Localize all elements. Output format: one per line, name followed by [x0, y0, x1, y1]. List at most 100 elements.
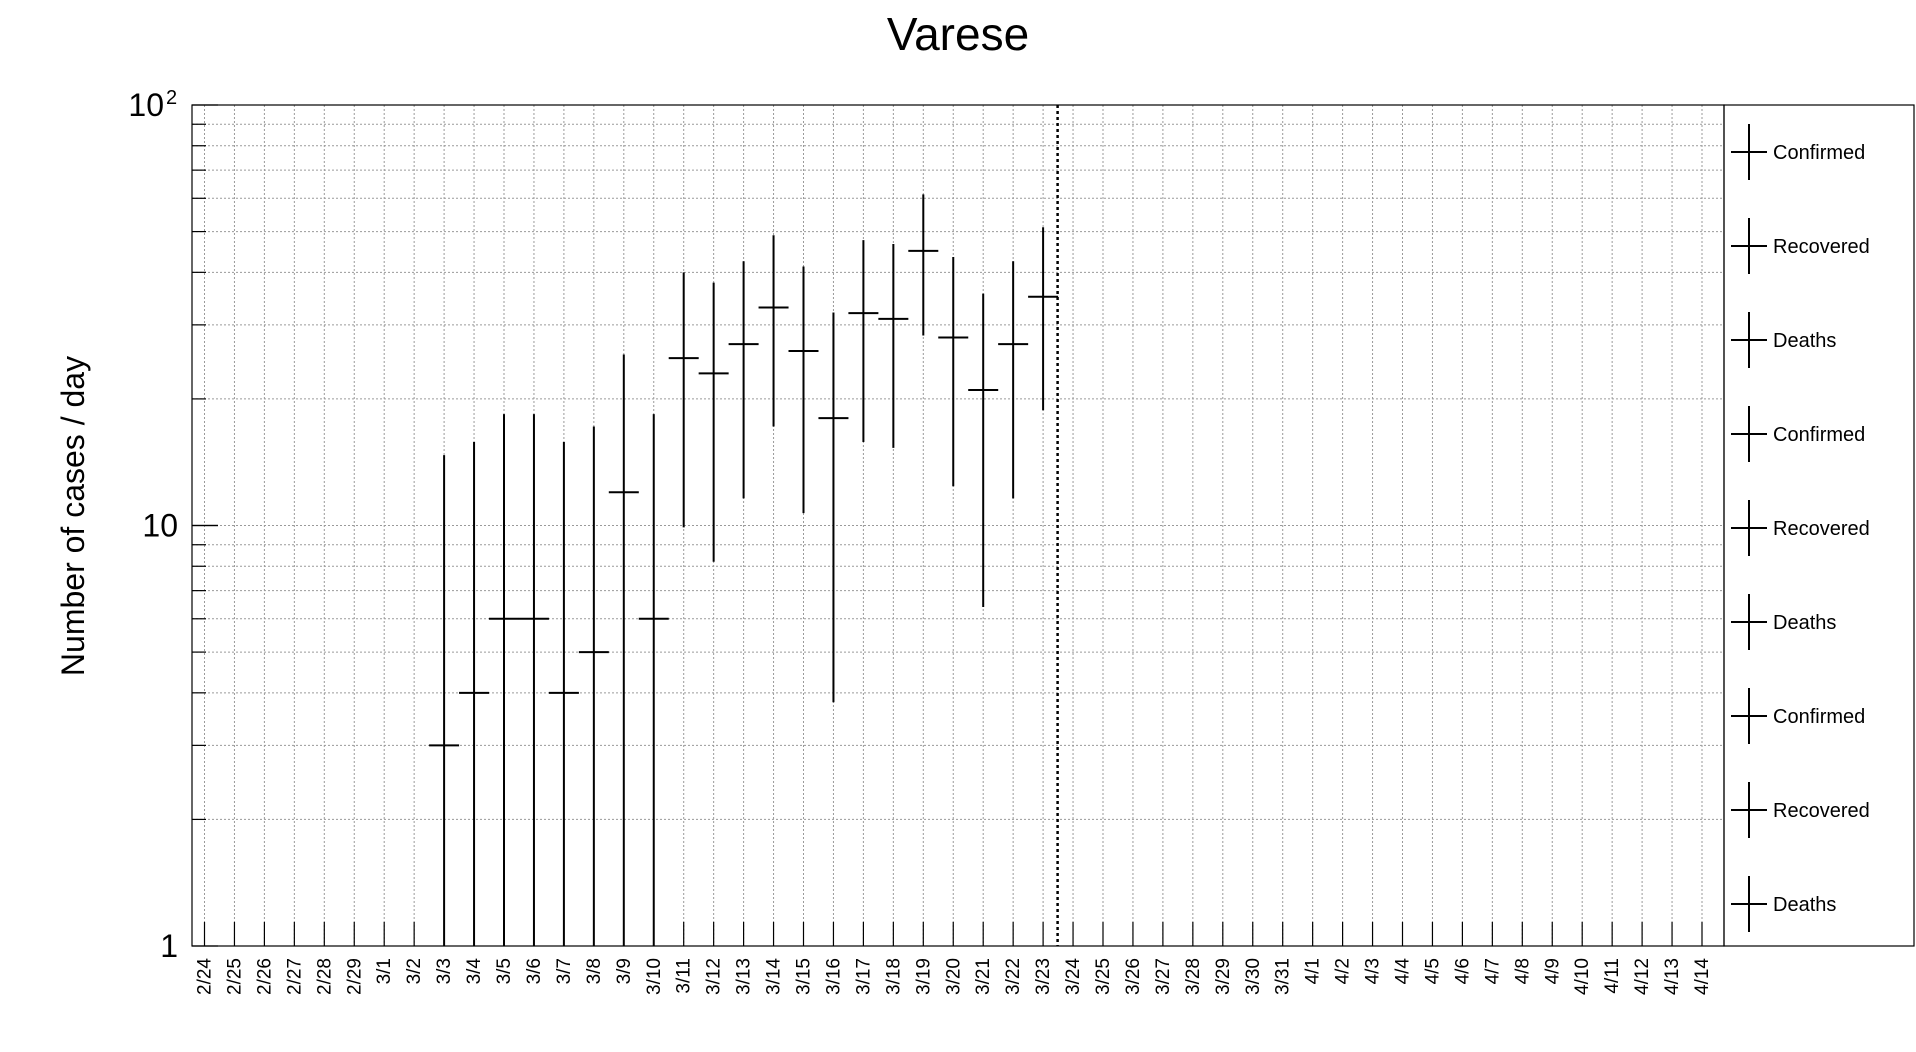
- data-marks: [429, 105, 1059, 946]
- legend-label: Deaths: [1773, 894, 1836, 916]
- x-tick-label: 3/3: [434, 958, 455, 984]
- x-tick-label: 3/21: [973, 958, 994, 995]
- x-tick-label: 3/14: [764, 958, 785, 995]
- legend-entry: Confirmed: [1731, 406, 1865, 462]
- legend-label: Recovered: [1773, 518, 1870, 540]
- x-tick-label: 3/30: [1243, 958, 1264, 995]
- legend-entry: Recovered: [1731, 218, 1870, 274]
- data-point: [668, 272, 699, 528]
- x-tick-label: 3/15: [794, 958, 815, 995]
- legend-entry: Recovered: [1731, 500, 1870, 556]
- x-tick-label: 3/25: [1093, 958, 1114, 995]
- x-tick-label: 3/19: [913, 958, 934, 995]
- legend-entry: Deaths: [1731, 312, 1836, 368]
- x-tick-label: 4/13: [1662, 958, 1683, 995]
- data-point: [429, 455, 460, 946]
- x-tick-label: 4/9: [1542, 958, 1563, 984]
- x-tick-label: 3/5: [494, 958, 515, 984]
- axis-ticks: [192, 104, 1703, 947]
- x-tick-label: 3/17: [853, 958, 874, 995]
- x-tick-label: 3/23: [1033, 958, 1054, 995]
- x-tick-label: 4/10: [1572, 958, 1593, 995]
- legend: Confirmed Recovered Deaths Confirmed Recover…: [1723, 104, 1915, 947]
- x-tick-label: 3/20: [943, 958, 964, 995]
- data-point: [848, 240, 879, 442]
- y-tick-label: 10: [128, 87, 164, 123]
- x-tick-label: 3/6: [524, 958, 545, 984]
- grid-layer: [192, 105, 1724, 946]
- x-tick-label: 2/26: [254, 958, 275, 995]
- data-point: [758, 235, 789, 427]
- x-tick-label: 4/14: [1692, 958, 1713, 995]
- x-tick-label: 3/9: [614, 958, 635, 984]
- legend-label: Recovered: [1773, 236, 1870, 258]
- legend-label: Confirmed: [1773, 142, 1865, 164]
- x-tick-label: 3/18: [883, 958, 904, 995]
- legend-entry: Confirmed: [1731, 688, 1865, 744]
- x-tick-label: 2/28: [314, 958, 335, 995]
- data-point: [459, 441, 490, 946]
- data-point: [698, 282, 729, 562]
- x-tick-label: 3/16: [823, 958, 844, 995]
- x-tick-label: 3/13: [734, 958, 755, 995]
- data-point: [728, 261, 759, 499]
- data-point: [788, 266, 819, 514]
- x-tick-label: 3/8: [584, 958, 605, 984]
- data-point: [608, 354, 639, 946]
- x-tick-label: 4/5: [1422, 958, 1443, 984]
- data-point: [878, 244, 909, 448]
- data-point: [968, 293, 999, 608]
- x-tick-label: 3/11: [674, 958, 695, 994]
- x-tick-label: 2/27: [284, 958, 305, 995]
- legend-label: Recovered: [1773, 800, 1870, 822]
- y-tick-label: 1: [160, 928, 178, 964]
- legend-entry: Deaths: [1731, 594, 1836, 650]
- data-point: [548, 441, 579, 946]
- data-point: [578, 426, 609, 946]
- x-tick-label: 3/12: [704, 958, 725, 995]
- legend-entry: Confirmed: [1731, 124, 1865, 180]
- x-tick-label: 3/7: [554, 958, 575, 984]
- x-tick-label: 3/27: [1153, 958, 1174, 995]
- legend-label: Deaths: [1773, 612, 1836, 634]
- x-tick-label: 3/29: [1213, 958, 1234, 995]
- legend-entry: Deaths: [1731, 876, 1836, 932]
- legend-label: Confirmed: [1773, 424, 1865, 446]
- data-point: [489, 414, 519, 946]
- legend-frame: [1723, 104, 1915, 947]
- x-tick-label: 3/10: [644, 958, 665, 995]
- x-tick-label: 3/1: [374, 958, 395, 984]
- x-tick-label: 2/25: [224, 958, 245, 995]
- legend-label: Confirmed: [1773, 706, 1865, 728]
- data-point: [1028, 227, 1059, 411]
- y-axis-label: Number of cases / day: [55, 356, 91, 676]
- x-tick-label: 4/1: [1303, 958, 1324, 984]
- x-tick-label: 4/4: [1393, 958, 1414, 985]
- x-tick-label: 2/24: [195, 958, 216, 995]
- x-tick-label: 3/24: [1063, 958, 1084, 995]
- x-tick-label: 3/22: [1003, 958, 1024, 995]
- x-tick-label: 4/7: [1482, 958, 1503, 984]
- x-tick-label: 4/6: [1452, 958, 1473, 984]
- x-tick-label: 3/28: [1183, 958, 1204, 995]
- x-tick-label: 4/2: [1333, 958, 1354, 984]
- data-point: [998, 261, 1029, 499]
- x-tick-label: 4/11: [1602, 958, 1623, 994]
- y-tick-label: 10: [142, 508, 178, 544]
- legend-entry: Recovered: [1731, 782, 1870, 838]
- data-point: [638, 414, 669, 946]
- x-tick-labels: 2/24 2/25 2/26 2/27 2/28 2/29 3/1 3/2 3/3 3/4 3/5 3…: [195, 958, 1714, 995]
- data-point: [908, 194, 939, 336]
- x-tick-label: 3/4: [464, 958, 485, 985]
- x-tick-label: 3/31: [1273, 958, 1294, 995]
- chart-title: Varese: [887, 8, 1029, 60]
- y-tick-exponent: 2: [166, 87, 177, 109]
- x-tick-label: 4/3: [1363, 958, 1384, 984]
- x-tick-label: 3/26: [1123, 958, 1144, 995]
- data-point: [938, 257, 969, 487]
- legend-label: Deaths: [1773, 330, 1836, 352]
- x-tick-label: 3/2: [404, 958, 425, 984]
- data-point: [518, 414, 549, 946]
